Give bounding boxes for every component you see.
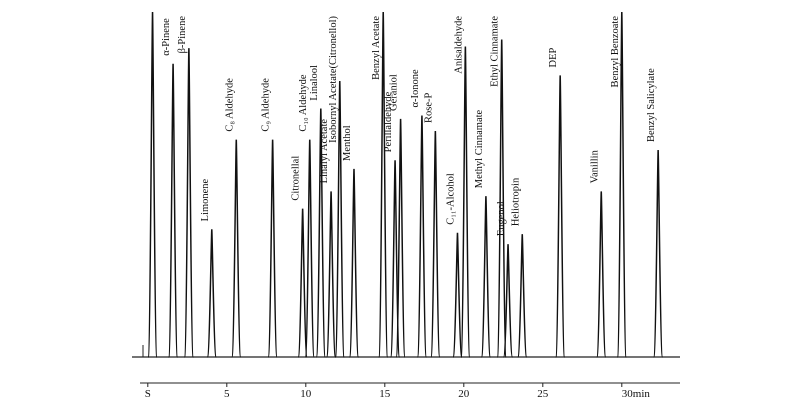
peak [480,196,492,358]
x-tick-label: 15 [379,388,391,400]
peak [460,46,471,358]
x-tick-label: S [145,388,151,400]
x-tick-label: 10 [300,388,312,400]
peak-label: Linalool [309,65,320,101]
peak-label: α-Ionone [410,69,421,107]
peak-label: Anisaldehyde [453,16,464,74]
peak [183,48,195,358]
peak [334,80,345,358]
peak-label: Limonene [200,178,211,221]
peak-label: C₉ Aldehyde [261,78,272,132]
peak-label: Benzyl Benzoate [610,16,621,88]
peak-label: Geraniol [389,74,400,111]
peak [147,11,158,358]
peak [395,118,406,358]
peak [378,11,389,358]
peak [167,63,179,358]
peak-label: Linalyl Acetate [319,119,330,184]
peak-label: Eugenol [496,201,507,236]
peak-label: C₁₁-Alcohol [445,173,456,225]
peak-label: Ethyl Cinnamate [490,16,501,87]
x-tick-label: 25 [537,388,549,400]
peak-label: Vanillin [589,149,600,183]
peak [267,139,278,358]
peak-label: Methyl Cinnamate [474,109,485,188]
peak [496,39,507,358]
peak-label: Benzyl Acetate [371,16,382,80]
peak [315,108,326,358]
peak-label: Isobornyl Acetate(Citronellol) [328,15,339,142]
peak [206,229,217,358]
peak [555,75,566,358]
peak-label: β-Pinene [177,16,188,54]
peak-label: Heliotropin [510,177,521,226]
peak [452,232,463,358]
peak-label: C₈ Aldehyde [224,78,235,132]
peak [348,168,360,358]
peak [517,234,528,358]
peak [502,244,514,358]
peak [596,191,607,358]
peak [297,208,308,358]
peak-label: Benzyl Salicylate [646,68,657,142]
peak-label: Menthol [342,125,353,161]
x-tick-label: 5 [224,388,230,400]
peak [416,115,428,358]
peak-label: Citronellal [291,156,302,201]
x-tick-label: 20 [458,388,470,400]
peak-label: DEP [548,47,559,67]
peak-label: Perillaldehyde [383,91,394,152]
peak-label: α-Pinene [161,18,172,56]
peak [616,11,627,358]
x-tick-label: 30min [622,388,651,400]
peak [430,130,441,358]
peak-label: Rose-P [423,93,434,123]
peak [304,139,315,358]
peak [652,149,664,358]
peak [231,139,242,358]
peak-label: C₁₀ Aldehyde [298,74,309,132]
peak [325,191,337,358]
